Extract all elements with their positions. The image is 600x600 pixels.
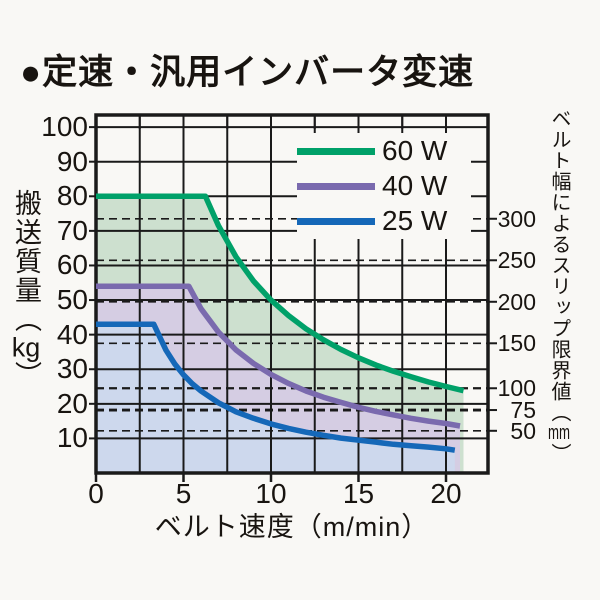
chart-title: ●定速・汎用インバータ変速	[20, 53, 475, 92]
y-tick-label: 90	[56, 145, 88, 177]
legend-row: 60 W	[297, 135, 471, 167]
legend-row: 25 W	[297, 205, 471, 237]
x-tick-label: 20	[430, 478, 462, 509]
y-tick-label: 80	[56, 180, 88, 212]
right-tick-label: 150	[497, 330, 536, 357]
right-axis-paren-open: （	[548, 402, 570, 423]
y-axis-paren-close: ）	[11, 361, 41, 390]
y-tick-label: 40	[56, 318, 88, 350]
x-tick-label: 15	[342, 478, 375, 509]
legend-label: 25 W	[382, 205, 448, 236]
right-axis-label-text: ベルト幅によるスリップ限界値	[548, 108, 570, 402]
y-axis-unit: kg	[11, 334, 41, 361]
legend-line-swatch	[297, 147, 375, 155]
right-tick-label: 50	[510, 417, 536, 444]
x-tick-label: 10	[255, 478, 287, 509]
legend-label: 60 W	[382, 135, 448, 166]
y-tick-label: 30	[56, 353, 88, 385]
y-axis-paren-open: （	[11, 305, 41, 334]
right-tick-label: 200	[497, 288, 536, 315]
y-axis-label: 搬送質量（kg）	[11, 189, 41, 390]
right-tick-label: 300	[497, 205, 536, 232]
legend-line-swatch	[297, 182, 375, 190]
y-tick-label: 20	[56, 387, 88, 419]
legend-row: 40 W	[297, 170, 471, 202]
right-tick-label: 250	[497, 247, 536, 274]
x-axis-label: ベルト速度（m/min）	[154, 512, 430, 542]
y-tick-label: 10	[56, 422, 88, 454]
legend-line-swatch	[297, 217, 375, 225]
right-tick-label: 75	[510, 397, 536, 424]
right-axis-paren-close: ）	[548, 443, 570, 464]
y-axis-label-text: 搬送質量	[11, 189, 41, 305]
right-axis-unit: mm	[548, 423, 570, 443]
x-tick-label: 5	[175, 478, 192, 509]
y-tick-label: 100	[41, 111, 88, 143]
right-axis-label: ベルト幅によるスリップ限界値（mm）	[548, 108, 570, 464]
y-tick-label: 50	[56, 284, 88, 316]
y-tick-label: 70	[56, 214, 88, 246]
x-tick-label: 0	[88, 478, 104, 509]
right-tick-label: 100	[497, 375, 536, 402]
legend-label: 40 W	[382, 170, 448, 201]
legend: 60 W 40 W 25 W	[297, 133, 471, 239]
y-tick-label: 60	[56, 249, 88, 281]
